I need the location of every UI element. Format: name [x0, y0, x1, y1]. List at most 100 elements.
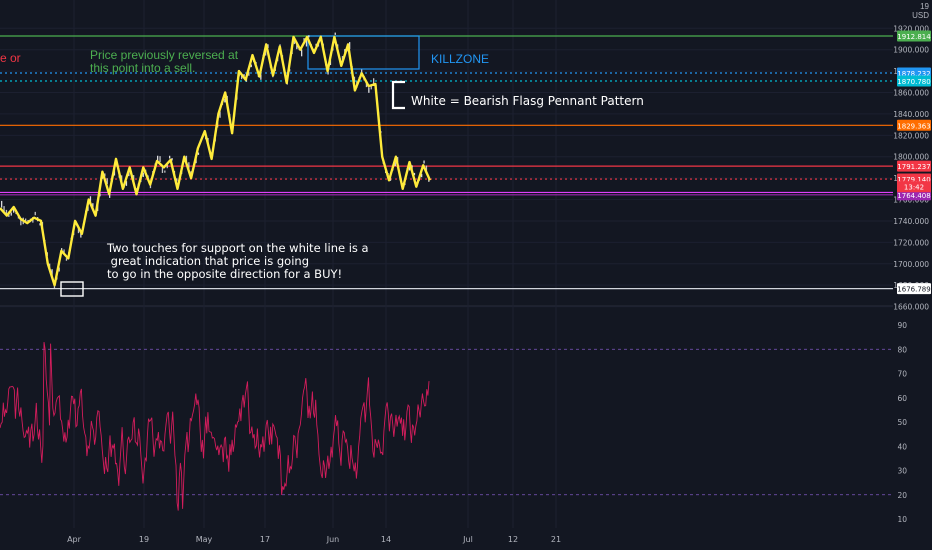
candle: [303, 38, 305, 42]
currency-label: 19 USD: [905, 2, 929, 20]
candle: [219, 111, 221, 118]
candle: [188, 162, 190, 169]
top-tick-cut: 19: [920, 2, 929, 11]
candle: [166, 162, 168, 169]
candle: [413, 172, 416, 176]
y-tick-label: 1660.000: [893, 303, 929, 312]
y-tick-label: 1920.000: [893, 24, 929, 33]
candle: [58, 267, 60, 272]
rsi-tick-label: 10: [897, 515, 907, 524]
rsi-tick-label: 30: [897, 467, 907, 476]
candle: [349, 42, 351, 50]
level-badge-label: 1878.232: [897, 70, 930, 78]
rsi-tick-label: 70: [897, 370, 907, 379]
candle: [25, 218, 27, 223]
candle: [301, 49, 303, 57]
candle: [3, 206, 5, 212]
candle: [334, 32, 336, 35]
candle: [13, 207, 15, 213]
rsi-tick-label: 90: [897, 321, 907, 330]
candle: [425, 165, 428, 171]
candle: [99, 193, 101, 197]
x-tick-label: Jun: [326, 535, 340, 544]
y-tick-label: 1900.000: [893, 46, 929, 55]
level-badge-label: 1791.237: [897, 163, 930, 171]
candle: [296, 42, 298, 50]
level-badge: [897, 283, 931, 295]
annotation-support-touches[interactable]: Two touches for support on the white lin…: [107, 241, 369, 281]
x-tick-label: 21: [551, 535, 561, 544]
annotation-killzone[interactable]: KILLZONE: [431, 52, 490, 66]
level-badge-label: 1829.363: [897, 122, 930, 130]
y-tick-label: 1860.000: [893, 89, 929, 98]
currency-code: USD: [912, 11, 929, 20]
candle: [51, 269, 53, 276]
candle: [373, 78, 375, 85]
candle: [250, 64, 252, 68]
candle: [169, 155, 171, 159]
rsi-line[interactable]: [0, 342, 430, 511]
annotation-previous-reversal[interactable]: Price previously reversed at this point …: [90, 48, 239, 75]
candle: [305, 39, 308, 47]
annotation-bearish-pennant[interactable]: White = Bearish Flasg Pennant Pattern: [411, 94, 644, 108]
price-axis-panel: [893, 0, 932, 550]
level-badge-label: 1676.789: [897, 286, 930, 294]
candle: [315, 43, 317, 47]
x-tick-label: Apr: [67, 535, 82, 544]
candle: [185, 155, 188, 162]
countdown-label: 13:42: [904, 184, 924, 192]
rsi-tick-label: 20: [897, 491, 907, 500]
candle: [125, 181, 128, 186]
x-tick-label: 19: [139, 535, 149, 544]
annotation-red-partial[interactable]: e or: [0, 51, 21, 65]
pennant-bracket[interactable]: [391, 80, 405, 110]
candle: [423, 160, 425, 164]
killzone-box[interactable]: [307, 35, 420, 70]
candle: [106, 178, 108, 185]
level-badge-label: 1912.814: [897, 33, 931, 41]
candle: [368, 87, 370, 93]
candle: [241, 75, 243, 80]
candle: [370, 85, 372, 90]
y-tick-label: 1740.000: [893, 217, 929, 226]
candle: [63, 249, 65, 254]
countdown-badge: [897, 181, 931, 193]
candle: [149, 184, 152, 189]
time-axis: Apr 19 May 17 Jun 14 Jul 12 21: [67, 535, 561, 544]
y-tick-label: 1720.000: [893, 238, 929, 247]
level-badge-label: 1779.140: [897, 176, 930, 184]
candle: [327, 71, 329, 75]
price-line[interactable]: [0, 35, 432, 287]
candle: [267, 44, 269, 48]
rsi-tick-label: 80: [897, 345, 907, 354]
drawing-shapes: [60, 35, 420, 297]
candle: [80, 231, 82, 238]
rsi-tick-label: 40: [897, 442, 907, 451]
candle: [34, 211, 36, 216]
rsi-tick-label: 50: [897, 418, 907, 427]
x-tick-label: May: [196, 535, 213, 544]
x-tick-label: Jul: [462, 535, 473, 544]
level-badge: [897, 75, 931, 87]
candle: [265, 50, 267, 56]
y-tick-label: 1820.000: [893, 131, 929, 140]
candle: [142, 172, 144, 177]
x-tick-label: 17: [260, 535, 270, 544]
support-touch-box[interactable]: [60, 281, 84, 297]
candle: [159, 156, 161, 162]
y-tick-label: 1840.000: [893, 110, 929, 119]
x-tick-label: 14: [381, 535, 391, 544]
candle: [164, 170, 166, 173]
candle: [161, 166, 164, 173]
candle: [10, 212, 12, 216]
level-badge: [897, 160, 931, 172]
candle: [65, 258, 68, 261]
candle: [197, 152, 200, 155]
rsi-indicator: [0, 342, 893, 511]
price-zigzag: [0, 35, 432, 287]
candle: [89, 196, 92, 203]
candle: [176, 178, 178, 182]
